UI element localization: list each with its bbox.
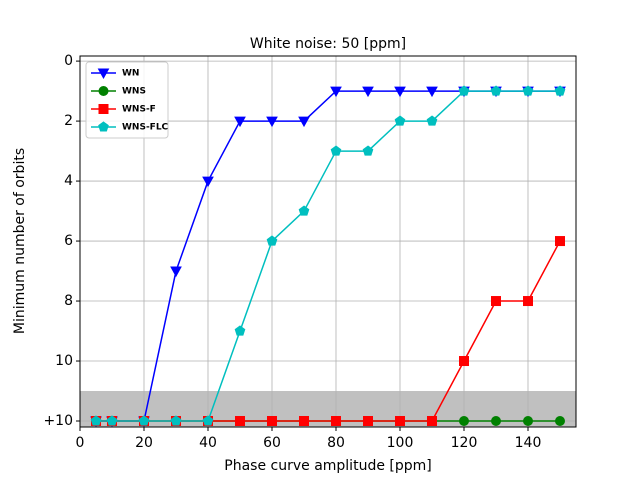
marker [235,416,245,427]
marker [298,205,310,216]
marker [555,236,565,247]
y-tick-label: 10 [55,353,73,369]
marker [523,296,533,307]
marker [459,356,469,367]
legend-box [85,61,169,139]
marker [363,416,373,427]
marker [266,235,278,246]
x-axis-label: Phase curve amplitude [ppm] [224,458,431,474]
marker [170,266,182,278]
legend: WN WNS WNS-F WNS-FLC [85,61,169,139]
plot-frame [79,55,577,428]
marker [234,325,246,336]
marker [395,416,405,427]
marker [459,416,469,427]
y-tick-label: +10 [43,413,73,429]
x-tick-label: 60 [263,435,281,451]
marker [426,115,438,126]
marker [330,145,342,156]
x-tick-label: 140 [515,435,542,451]
marker [330,86,342,98]
marker [106,415,118,426]
marker [555,416,565,427]
marker [458,85,470,96]
y-tick-label: 6 [64,233,73,249]
marker [427,416,437,427]
marker [267,416,277,427]
marker [234,116,246,128]
series-line [96,90,560,422]
marker [170,415,182,426]
marker [202,176,214,188]
marker [98,121,109,132]
marker [98,86,109,96]
marker [426,86,438,98]
x-tick-label: 0 [76,435,85,451]
x-tick-label: 100 [387,435,414,451]
marker [554,85,566,96]
marker [394,86,406,98]
marker [522,85,534,96]
x-tick-label: 20 [135,435,153,451]
x-tick-label: 120 [451,435,478,451]
y-tick-label: 0 [64,53,73,69]
marker [490,85,502,96]
marker [98,104,109,114]
legend-label: WNS-FLC [122,123,169,133]
marker [202,415,214,426]
marker [362,145,374,156]
y-tick-label: 8 [64,293,73,309]
marker [138,415,150,426]
y-tick-label: 4 [64,173,73,189]
marker [523,416,533,427]
legend-label: WNS-F [122,105,156,115]
marker [299,416,309,427]
x-tick-label: 80 [327,435,345,451]
marker [266,116,278,128]
chart-title: White noise: 50 [ppm] [250,36,406,52]
marker [298,116,310,128]
marker [97,68,110,80]
marker [90,415,102,426]
marker [491,296,501,307]
y-tick-label: 2 [64,113,73,129]
legend-label: WNS [122,87,146,97]
marker [331,416,341,427]
y-axis-label: Minimum number of orbits [12,148,28,334]
x-tick-label: 40 [199,435,217,451]
legend-label: WN [122,69,139,79]
marker [491,416,501,427]
marker [394,115,406,126]
marker [362,86,374,98]
